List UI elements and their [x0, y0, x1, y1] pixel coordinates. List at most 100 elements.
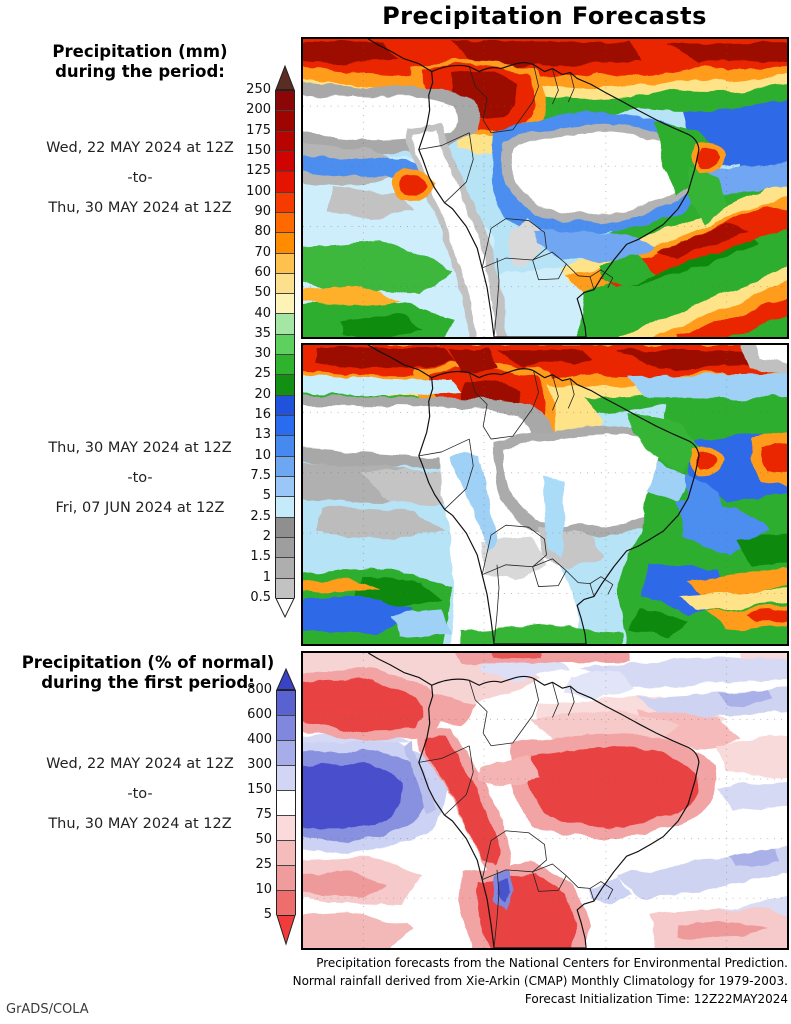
period2-end: Fri, 07 JUN 2024 at 12Z [55, 500, 225, 516]
colorbar-tick-label: 10 [255, 882, 272, 897]
colorbar-segment [277, 766, 295, 791]
colorbar-segment [276, 456, 294, 477]
colorbar-tick-label: 125 [246, 163, 271, 179]
colorbar-tick-label: 250 [246, 82, 271, 97]
colorbar-tick-label: 10 [254, 447, 271, 463]
precip-map-period2 [303, 345, 787, 644]
colorbar-tick-label: 800 [247, 682, 272, 697]
colorbar-tick-label: 25 [255, 857, 272, 872]
precip-map-period1 [303, 39, 787, 337]
colorbar-tick-label: 1.5 [250, 549, 271, 565]
colorbar-segment [276, 537, 294, 559]
colorbar-tick-label: 70 [254, 244, 271, 260]
caption-line2: Normal rainfall derived from Xie-Arkin (… [292, 974, 788, 988]
colorbar-tick-label: 1 [262, 569, 271, 585]
colorbar-segment [276, 233, 294, 254]
colorbar-tick-label: 80 [254, 224, 271, 240]
colorbar-tick-label: 5 [262, 488, 271, 504]
colorbar-arrow-top-icon [276, 667, 296, 690]
colorbar-tick-label: 7.5 [250, 468, 271, 484]
colorbar-tick-label: 50 [255, 832, 272, 847]
colorbar-segment [277, 866, 295, 891]
colorbar-tick-label: 200 [246, 102, 271, 118]
colorbar-segment [277, 816, 295, 841]
colorbar-segment [276, 253, 294, 274]
colorbar-segment [276, 111, 294, 132]
colorbar-segment [276, 476, 294, 498]
colorbar-segment [276, 395, 294, 416]
colorbar-tick-label: 300 [247, 757, 272, 772]
period1-dates: Wed, 22 MAY 2024 at 12Z -to- Thu, 30 MAY… [10, 140, 270, 230]
colorbar-tick-label: 2.5 [250, 508, 271, 524]
colorbar-tick-label: 30 [254, 346, 271, 362]
period2-separator: -to- [127, 470, 153, 486]
colorbar-tick-label: 25 [254, 366, 271, 382]
colorbar-tick-label: 0.5 [250, 590, 271, 605]
pct-section-heading: Precipitation (% of normal) during the f… [2, 653, 294, 693]
colorbar-segment [276, 294, 294, 315]
colorbar-segment [277, 891, 295, 916]
caption: Precipitation forecasts from the Nationa… [240, 954, 788, 1008]
colorbar-tick-label: 600 [247, 707, 272, 722]
colorbar-segment [276, 131, 294, 152]
colorbar-tick-label: 75 [255, 807, 272, 822]
colorbar-arrow-top-icon [275, 64, 295, 90]
map-panel-mm-period1 [301, 37, 789, 339]
precip-fill-contours [303, 345, 787, 644]
pct-heading-line2: during the first period: [41, 673, 255, 692]
caption-line1: Precipitation forecasts from the Nationa… [316, 956, 788, 970]
colorbar-tick-label: 5 [263, 907, 272, 922]
grads-cola-attribution: GrADS/COLA [6, 1002, 89, 1017]
colorbar-tick-label: 40 [254, 305, 271, 321]
period1-separator: -to- [127, 170, 153, 186]
colorbar-segment [277, 691, 295, 716]
page-title: Precipitation Forecasts [382, 2, 707, 30]
colorbar-segment [276, 558, 294, 579]
mm-section-heading: Precipitation (mm) during the period: [10, 42, 270, 82]
period2-dates: Thu, 30 MAY 2024 at 12Z -to- Fri, 07 JUN… [10, 440, 270, 530]
colorbar-segments [275, 90, 295, 599]
map-panel-pct-period1 [301, 651, 789, 950]
pct-heading-line1: Precipitation (% of normal) [21, 653, 275, 672]
period1-end: Thu, 30 MAY 2024 at 12Z [48, 200, 232, 216]
period2-start: Thu, 30 MAY 2024 at 12Z [48, 440, 232, 456]
period3-dates: Wed, 22 MAY 2024 at 12Z -to- Thu, 30 MAY… [10, 756, 270, 846]
colorbar-segment [277, 741, 295, 766]
colorbar-segment [276, 436, 294, 457]
colorbar-segment [276, 192, 294, 213]
colorbar-segment [276, 212, 294, 234]
colorbar-segment [277, 841, 295, 866]
colorbar-tick-label: 2 [262, 529, 271, 545]
colorbar-tick-label: 150 [246, 142, 271, 158]
colorbar-tick-label: 175 [246, 122, 271, 138]
colorbar-segment [276, 517, 294, 538]
precip-fill-contours [303, 39, 787, 337]
map-panel-mm-period2 [301, 343, 789, 646]
colorbar-segment [277, 791, 295, 816]
caption-line3: Forecast Initialization Time: 12Z22MAY20… [524, 992, 788, 1006]
colorbar-tick-label: 50 [254, 285, 271, 301]
mm-heading-line2: during the period: [55, 62, 225, 81]
period1-start: Wed, 22 MAY 2024 at 12Z [46, 140, 234, 156]
colorbar-segment [276, 375, 294, 396]
colorbar-segment [276, 151, 294, 173]
colorbar-tick-label: 20 [254, 386, 271, 402]
colorbar-arrow-bottom-icon [276, 915, 296, 946]
period3-start: Wed, 22 MAY 2024 at 12Z [46, 756, 234, 772]
colorbar-segment [276, 497, 294, 518]
colorbar-segment [276, 314, 294, 335]
colorbar-segment [277, 716, 295, 741]
colorbar-segment [276, 334, 294, 356]
colorbar-tick-label: 150 [247, 782, 272, 797]
colorbar-tick-label: 100 [246, 183, 271, 199]
precip-pct-map-period1 [303, 653, 787, 948]
colorbar-segment [276, 355, 294, 376]
colorbar-tick-label: 13 [254, 427, 271, 443]
colorbar-segment [276, 416, 294, 437]
colorbar-arrow-bottom-icon [275, 598, 295, 619]
colorbar-segment [276, 273, 294, 295]
colorbar-tick-label: 60 [254, 264, 271, 280]
colorbar-segment [276, 91, 294, 112]
colorbar-segment [276, 578, 294, 599]
